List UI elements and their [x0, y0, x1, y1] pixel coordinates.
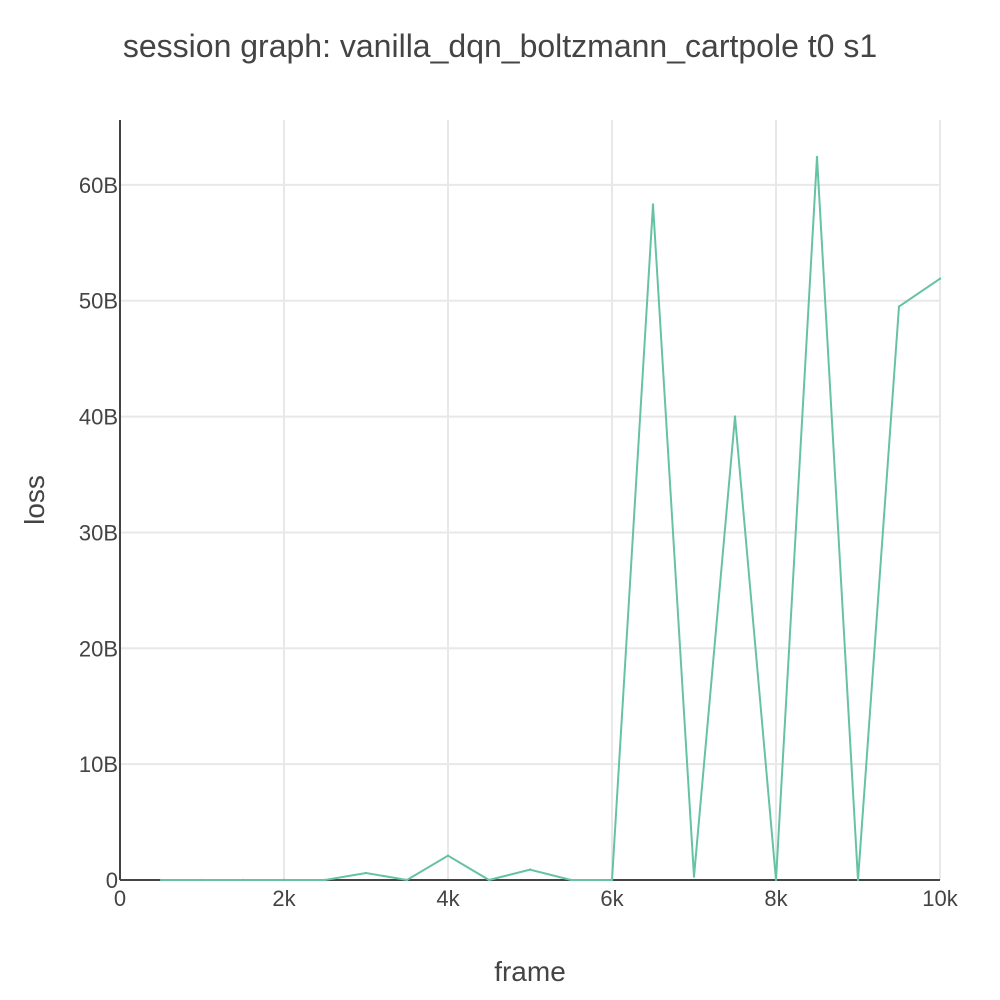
- data-point: [528, 868, 532, 871]
- x-tick-label: 10k: [922, 886, 958, 911]
- x-tick-label: 8k: [764, 886, 788, 911]
- x-axis-label: frame: [494, 956, 566, 987]
- data-point: [815, 155, 819, 159]
- data-point: [446, 854, 450, 857]
- y-tick-label: 40B: [79, 405, 118, 430]
- loss-series-line: [161, 157, 941, 882]
- x-tick-label: 2k: [272, 886, 296, 911]
- y-tick-labels: 0 10B 20B 30B 40B 50B 60B: [79, 173, 118, 893]
- chart-title: session graph: vanilla_dqn_boltzmann_car…: [122, 28, 878, 64]
- data-point: [323, 878, 327, 882]
- data-point: [241, 878, 245, 882]
- data-point: [733, 415, 737, 418]
- data-point: [774, 878, 778, 882]
- data-point: [692, 875, 696, 878]
- data-point: [200, 878, 204, 882]
- data-point: [897, 305, 901, 308]
- x-tick-label: 0: [114, 886, 126, 911]
- data-point: [569, 878, 573, 882]
- data-point: [282, 878, 286, 882]
- data-point: [651, 203, 655, 206]
- y-tick-label: 60B: [79, 173, 118, 198]
- y-tick-label: 30B: [79, 520, 118, 545]
- y-tick-label: 20B: [79, 636, 118, 661]
- y-axis-label: loss: [19, 475, 50, 525]
- y-tick-label: 0: [106, 868, 118, 893]
- y-gridlines: [120, 183, 940, 766]
- data-point: [364, 871, 368, 875]
- data-point: [856, 878, 860, 882]
- data-point: [159, 878, 163, 882]
- data-point: [938, 277, 942, 280]
- x-tick-label: 4k: [436, 886, 460, 911]
- y-tick-label: 10B: [79, 752, 118, 777]
- data-point: [405, 878, 409, 882]
- y-tick-label: 50B: [79, 289, 118, 314]
- series-points: [159, 155, 942, 882]
- x-tick-label: 6k: [600, 886, 624, 911]
- x-tick-labels: 0 2k 4k 6k 8k 10k: [114, 886, 959, 911]
- x-gridlines: [283, 120, 941, 880]
- data-point: [487, 878, 491, 882]
- data-point: [610, 878, 614, 882]
